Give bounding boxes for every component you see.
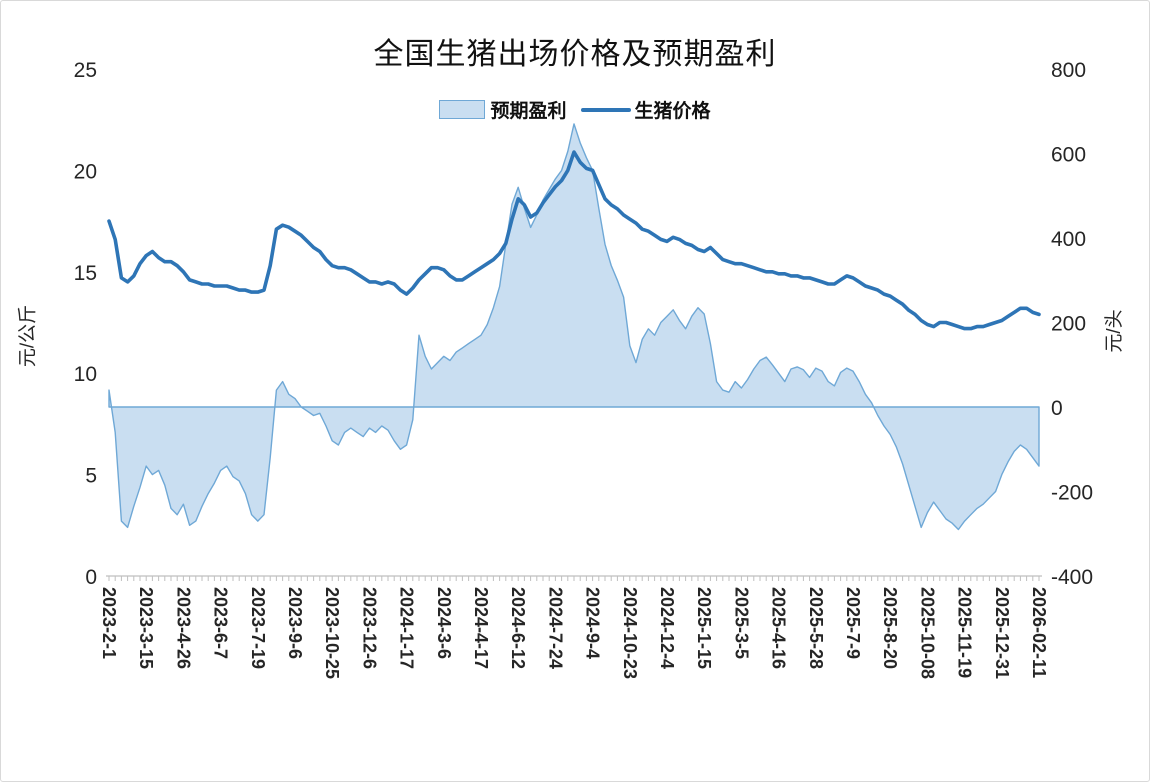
svg-text:2023-10-25: 2023-10-25: [322, 587, 342, 679]
svg-text:25: 25: [74, 59, 97, 82]
svg-text:2025-12-31: 2025-12-31: [992, 587, 1012, 679]
svg-text:2023-12-6: 2023-12-6: [359, 587, 379, 669]
svg-text:15: 15: [74, 262, 97, 285]
svg-text:2024-3-6: 2024-3-6: [434, 587, 454, 659]
svg-text:600: 600: [1051, 144, 1086, 167]
right-axis-title: 元/头: [1104, 309, 1126, 353]
svg-text:2025-10-08: 2025-10-08: [917, 587, 937, 679]
svg-text:2024-4-17: 2024-4-17: [471, 587, 491, 669]
chart-title: 全国生猪出场价格及预期盈利: [373, 37, 777, 72]
svg-text:2023-2-1: 2023-2-1: [99, 587, 119, 659]
svg-text:2024-6-12: 2024-6-12: [508, 587, 528, 669]
svg-text:2023-3-15: 2023-3-15: [136, 587, 156, 669]
legend-label-price: 生猪价格: [634, 101, 711, 122]
svg-text:2025-5-28: 2025-5-28: [806, 587, 826, 669]
svg-text:2025-8-20: 2025-8-20: [880, 587, 900, 669]
svg-text:-400: -400: [1051, 566, 1093, 589]
svg-text:2024-1-17: 2024-1-17: [397, 587, 417, 669]
svg-text:10: 10: [74, 363, 97, 386]
svg-text:2025-3-5: 2025-3-5: [731, 587, 751, 659]
svg-text:5: 5: [85, 465, 97, 488]
svg-text:800: 800: [1051, 59, 1086, 82]
svg-text:0: 0: [85, 566, 97, 589]
svg-text:2025-4-16: 2025-4-16: [769, 587, 789, 669]
svg-text:2023-6-7: 2023-6-7: [211, 587, 231, 659]
svg-text:2026-02-11: 2026-02-11: [1029, 587, 1049, 678]
svg-text:2025-1-15: 2025-1-15: [694, 587, 714, 669]
svg-text:2023-4-26: 2023-4-26: [173, 587, 193, 669]
svg-text:2023-7-19: 2023-7-19: [248, 587, 268, 669]
svg-text:2025-7-9: 2025-7-9: [843, 587, 863, 659]
svg-text:400: 400: [1051, 228, 1086, 251]
svg-text:20: 20: [74, 160, 97, 183]
area-series-swatch-icon: [439, 100, 486, 119]
svg-text:2023-9-6: 2023-9-6: [285, 587, 305, 659]
line-series-swatch-icon: [580, 107, 631, 112]
legend-label-profit: 预期盈利: [490, 101, 567, 122]
chart-legend: 预期盈利 生猪价格: [1, 96, 1149, 123]
svg-text:2024-7-24: 2024-7-24: [545, 587, 565, 669]
svg-text:2024-12-4: 2024-12-4: [657, 587, 677, 669]
svg-text:200: 200: [1051, 313, 1086, 336]
svg-text:2025-11-19: 2025-11-19: [955, 587, 975, 678]
svg-text:0: 0: [1051, 397, 1063, 420]
svg-text:-200: -200: [1051, 482, 1093, 505]
svg-text:2024-9-4: 2024-9-4: [583, 587, 603, 659]
svg-text:2024-10-23: 2024-10-23: [620, 587, 640, 679]
left-axis-title: 元/公斤: [17, 304, 39, 368]
